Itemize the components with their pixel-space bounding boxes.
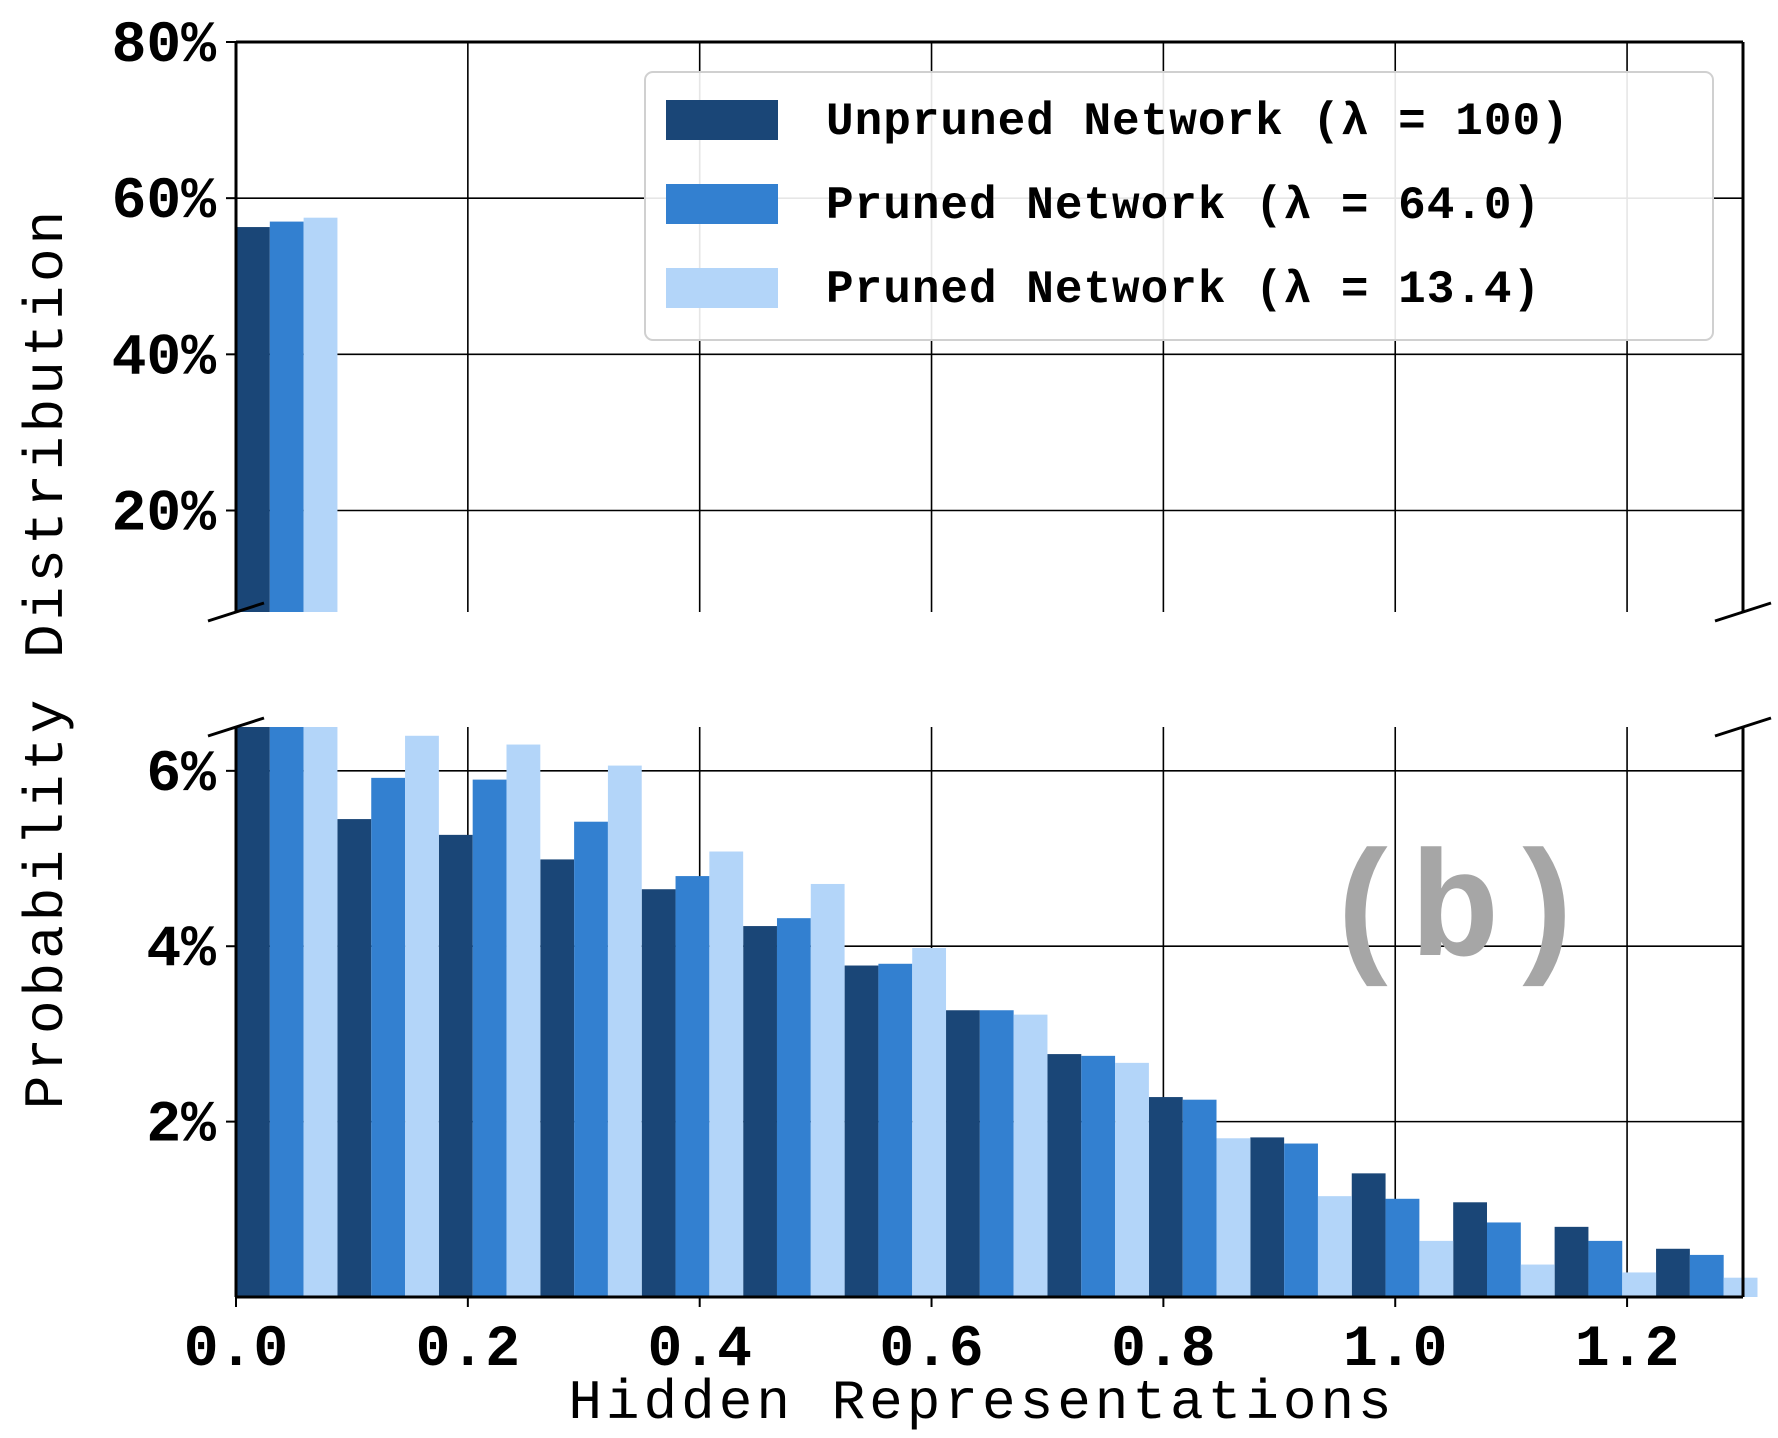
legend-swatch	[666, 184, 778, 224]
x-tick-label: 1.0	[1343, 1318, 1447, 1383]
histogram-bar	[1656, 1248, 1690, 1297]
histogram-bar-upper	[236, 227, 270, 612]
histogram-bar	[303, 727, 338, 1297]
legend: Unpruned Network (λ = 100) Pruned Network…	[644, 71, 1714, 341]
y-tick-label: 20%	[112, 482, 217, 547]
histogram-bar	[1013, 1014, 1048, 1297]
histogram-bar	[1182, 1099, 1217, 1297]
histogram-bar	[743, 926, 777, 1297]
histogram-bar	[506, 744, 541, 1297]
histogram-bar	[1554, 1226, 1589, 1297]
histogram-bar	[1148, 1097, 1183, 1297]
axis-break-mark	[1714, 716, 1772, 738]
histogram-bar	[878, 963, 913, 1297]
histogram-bar	[1081, 1055, 1116, 1297]
histogram-bar	[1216, 1138, 1251, 1297]
histogram-bar	[1385, 1198, 1420, 1297]
histogram-bar	[438, 834, 473, 1297]
x-axis-title: Hidden Representations	[568, 1371, 1395, 1435]
histogram-bar	[1351, 1173, 1386, 1297]
legend-swatch	[666, 268, 778, 308]
histogram-bar	[1487, 1222, 1521, 1297]
legend-label: Unpruned Network (λ = 100)	[826, 96, 1570, 148]
histogram-bar	[844, 965, 879, 1297]
histogram-bar	[1622, 1272, 1657, 1297]
histogram-bar	[1520, 1264, 1555, 1297]
legend-label: Pruned Network (λ = 13.4)	[826, 264, 1541, 316]
histogram-bar-upper	[303, 217, 338, 612]
histogram-bar	[1047, 1054, 1082, 1297]
axis-break-mark	[207, 601, 265, 623]
histogram-bar	[912, 947, 947, 1297]
histogram-bar	[1115, 1062, 1149, 1297]
lower-panel-bars	[236, 727, 1758, 1297]
x-tick-label: 1.2	[1575, 1318, 1679, 1383]
legend-swatch	[666, 100, 778, 140]
panel-frames	[207, 40, 1772, 1299]
y-tick-label: 40%	[112, 326, 217, 391]
x-tick-label: 0.6	[879, 1318, 983, 1383]
y-tick-label: 80%	[112, 14, 217, 79]
x-tick-label: 0.4	[647, 1318, 751, 1383]
axis-ticks: 20% 40% 60% 80% 2% 4% 6% 0.0 0.2 0.4 0.6 0.8 1.0 1.2	[112, 14, 1680, 1383]
legend-box	[644, 71, 1714, 341]
y-tick-label: 60%	[112, 170, 217, 235]
panel-annotation: (b)	[1320, 831, 1590, 1001]
histogram-bar	[776, 918, 811, 1297]
axis-break-mark	[207, 716, 265, 738]
histogram-bar	[337, 819, 372, 1297]
histogram-bar-upper	[269, 221, 304, 612]
histogram-bar	[1689, 1254, 1724, 1297]
histogram-bar	[1723, 1277, 1758, 1297]
y-tick-label: 2%	[146, 1094, 216, 1159]
histogram-bar	[1250, 1137, 1285, 1297]
histogram-bar	[1453, 1202, 1488, 1297]
histogram-bar	[236, 727, 270, 1297]
histogram-bar	[607, 765, 642, 1297]
legend-label: Pruned Network (λ = 64.0)	[826, 180, 1541, 232]
histogram-bar	[472, 779, 507, 1297]
histogram-bar	[1588, 1240, 1623, 1297]
histogram-bar	[574, 821, 608, 1297]
histogram-bar	[1284, 1143, 1318, 1297]
histogram-bar	[269, 727, 304, 1297]
histogram-bar	[810, 883, 845, 1297]
histogram-bar	[1419, 1240, 1454, 1297]
histogram-bar	[675, 876, 710, 1297]
histogram-bar	[405, 735, 439, 1297]
y-tick-label: 6%	[146, 743, 216, 808]
y-axis-title: Probability Distribution	[15, 207, 79, 1110]
axis-break-mark	[1714, 601, 1772, 623]
histogram-bar	[709, 851, 744, 1297]
x-tick-label: 0.2	[416, 1318, 520, 1383]
histogram-bar	[641, 889, 676, 1297]
histogram-bar	[371, 777, 406, 1297]
histogram-bar	[540, 859, 575, 1297]
x-tick-label: 0.0	[184, 1318, 288, 1383]
x-tick-label: 0.8	[1111, 1318, 1215, 1383]
histogram-bar	[946, 1010, 980, 1297]
y-tick-label: 4%	[146, 918, 216, 983]
upper-panel-bars	[236, 217, 338, 612]
histogram-bar	[1317, 1196, 1352, 1297]
histogram-bar	[979, 1010, 1014, 1297]
